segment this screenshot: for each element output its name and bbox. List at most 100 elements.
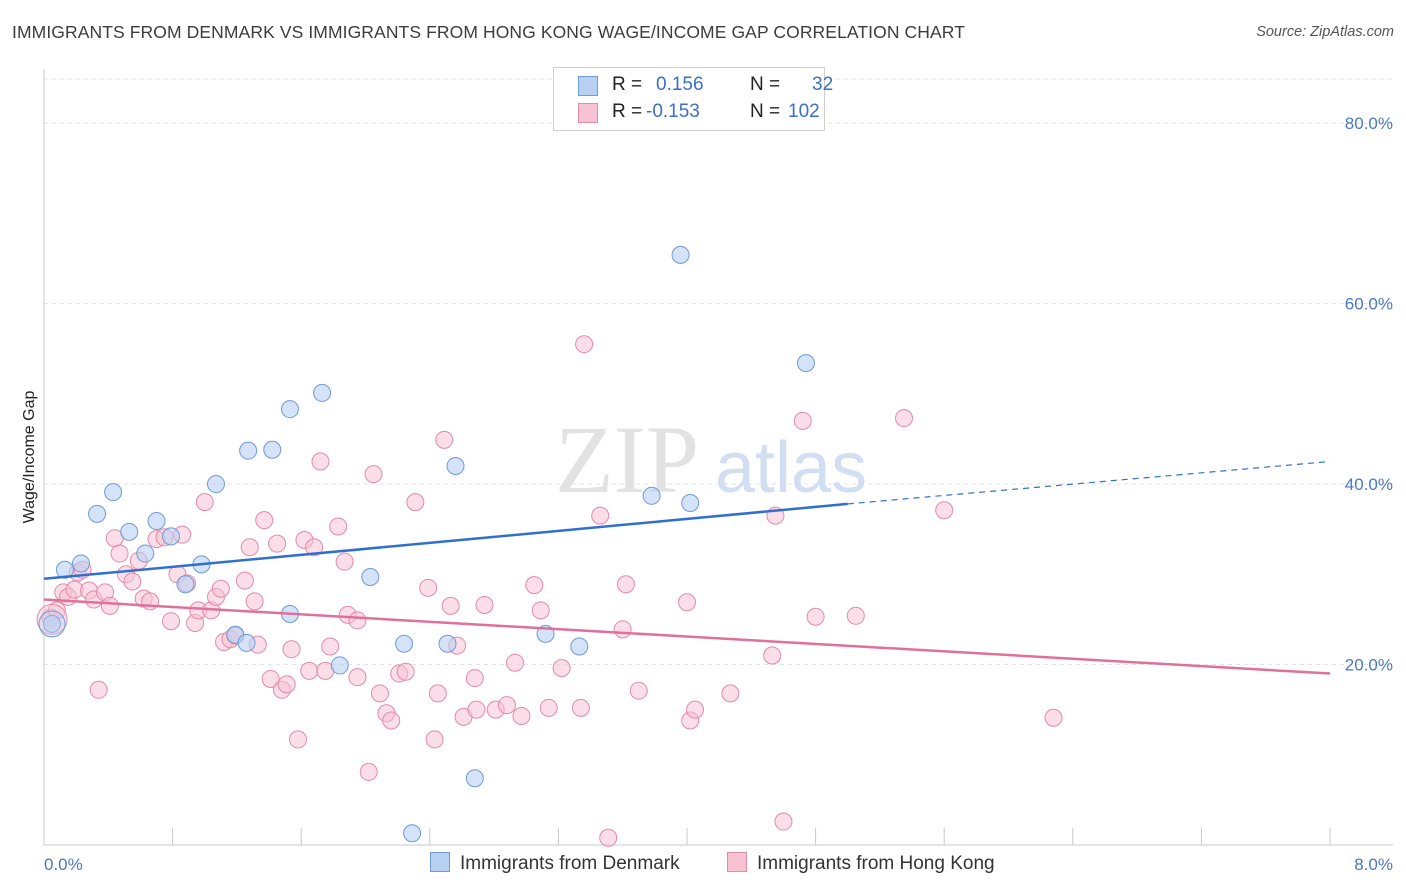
bottom-legend-label-hongkong: Immigrants from Hong Kong xyxy=(757,853,995,874)
hong-kong-point xyxy=(686,700,705,719)
denmark-point xyxy=(120,522,139,541)
hong-kong-point xyxy=(321,637,340,656)
legend-r-value-hongkong: -0.153 xyxy=(646,101,700,122)
hong-kong-point xyxy=(141,592,160,611)
hong-kong-point xyxy=(846,606,865,625)
y-tick-label: 80.0% xyxy=(1345,114,1393,133)
hong-kong-point xyxy=(123,572,142,591)
hong-kong-point xyxy=(435,430,454,449)
hong-kong-point xyxy=(161,612,180,631)
denmark-point xyxy=(330,656,349,675)
denmark-point xyxy=(796,354,815,373)
denmark-point xyxy=(465,769,484,788)
denmark-trend-extension xyxy=(847,460,1331,505)
hong-kong-point xyxy=(370,684,389,703)
legend-r-label: R = xyxy=(612,101,643,122)
denmark-point xyxy=(395,634,414,653)
hong-kong-point xyxy=(531,601,550,620)
denmark-point xyxy=(104,483,123,502)
axes xyxy=(43,69,1393,846)
hong-kong-trend-line xyxy=(43,598,1331,675)
legend-swatch-denmark xyxy=(578,76,598,96)
hong-kong-point xyxy=(329,517,348,536)
bottom-legend-swatch-hongkong xyxy=(727,852,747,872)
hong-kong-point xyxy=(282,640,301,659)
hong-kong-point xyxy=(465,669,484,688)
hong-kong-point xyxy=(235,571,254,590)
hong-kong-point xyxy=(419,578,438,597)
hong-kong-point xyxy=(245,592,264,611)
denmark-point xyxy=(313,383,332,402)
denmark-points xyxy=(38,245,815,843)
hong-kong-point xyxy=(525,576,544,595)
x-tick-label-min: 0.0% xyxy=(44,855,83,874)
hong-kong-point xyxy=(1044,708,1063,727)
hong-kong-point xyxy=(721,684,740,703)
hong-kong-point xyxy=(335,552,354,571)
denmark-point xyxy=(71,554,90,573)
hong-kong-point xyxy=(613,620,632,639)
stats-legend: R = 0.156 N = 32 R = -0.153 N = 102 xyxy=(553,67,833,131)
hong-kong-point xyxy=(793,411,812,430)
hong-kong-point xyxy=(539,698,558,717)
hong-kong-point xyxy=(505,653,524,672)
hong-kong-point xyxy=(774,812,793,831)
hong-kong-point xyxy=(110,544,129,563)
denmark-point xyxy=(88,504,107,523)
denmark-point xyxy=(263,440,282,459)
hong-kong-point xyxy=(475,595,494,614)
legend-n-value-denmark: 32 xyxy=(812,74,834,95)
hong-kong-point xyxy=(288,730,307,749)
denmark-point xyxy=(361,568,380,587)
denmark-point xyxy=(280,400,299,419)
hong-kong-point xyxy=(497,696,516,715)
hong-kong-point xyxy=(195,493,214,512)
hong-kong-point xyxy=(305,538,324,557)
hong-kong-point xyxy=(211,579,230,598)
y-tick-label: 20.0% xyxy=(1345,656,1393,675)
hong-kong-point xyxy=(591,506,610,525)
denmark-point xyxy=(176,575,195,594)
hong-kong-point xyxy=(300,661,319,680)
hong-kong-point xyxy=(678,593,696,612)
denmark-point xyxy=(161,527,180,546)
denmark-point xyxy=(239,441,258,460)
x-axis-ticks xyxy=(172,828,1331,845)
hong-kong-point xyxy=(425,730,444,749)
denmark-point xyxy=(681,494,700,513)
y-tick-label: 40.0% xyxy=(1345,475,1393,494)
y-axis-tick-labels: 20.0% 40.0% 60.0% 80.0% xyxy=(1345,114,1393,674)
hong-kong-point xyxy=(571,698,590,717)
denmark-point xyxy=(147,512,166,531)
bottom-legend-swatch-denmark xyxy=(430,852,450,872)
hong-kong-point xyxy=(359,762,378,781)
y-axis-label: Wage/Income Gap xyxy=(21,391,38,524)
hong-kong-point xyxy=(763,646,782,665)
watermark-atlas: atlas xyxy=(715,428,867,508)
denmark-point xyxy=(55,560,74,579)
bottom-legend-hongkong: Immigrants from Hong Kong xyxy=(727,852,995,875)
hong-kong-point xyxy=(441,596,460,615)
watermark: ZIP atlas xyxy=(555,406,867,513)
bottom-legend-denmark: Immigrants from Denmark xyxy=(430,852,680,875)
x-tick-label-max: 8.0% xyxy=(1354,855,1393,874)
hong-kong-point xyxy=(311,452,330,471)
hong-kong-point xyxy=(348,611,367,630)
hong-kong-point xyxy=(261,669,280,688)
hong-kong-point xyxy=(348,668,367,687)
hong-kong-point xyxy=(277,675,296,694)
bottom-legend-label-denmark: Immigrants from Denmark xyxy=(460,853,680,874)
hong-kong-point xyxy=(629,681,648,700)
hong-kong-point xyxy=(575,335,594,354)
hong-kong-point xyxy=(616,575,635,594)
hong-kong-point xyxy=(895,409,914,428)
denmark-point xyxy=(438,634,457,653)
hong-kong-point xyxy=(364,465,383,484)
hong-kong-point xyxy=(428,684,447,703)
hong-kong-point xyxy=(396,662,415,681)
denmark-point xyxy=(671,245,690,264)
watermark-zip: ZIP xyxy=(555,406,699,513)
hong-kong-point xyxy=(406,493,425,512)
hong-kong-point xyxy=(467,700,486,719)
